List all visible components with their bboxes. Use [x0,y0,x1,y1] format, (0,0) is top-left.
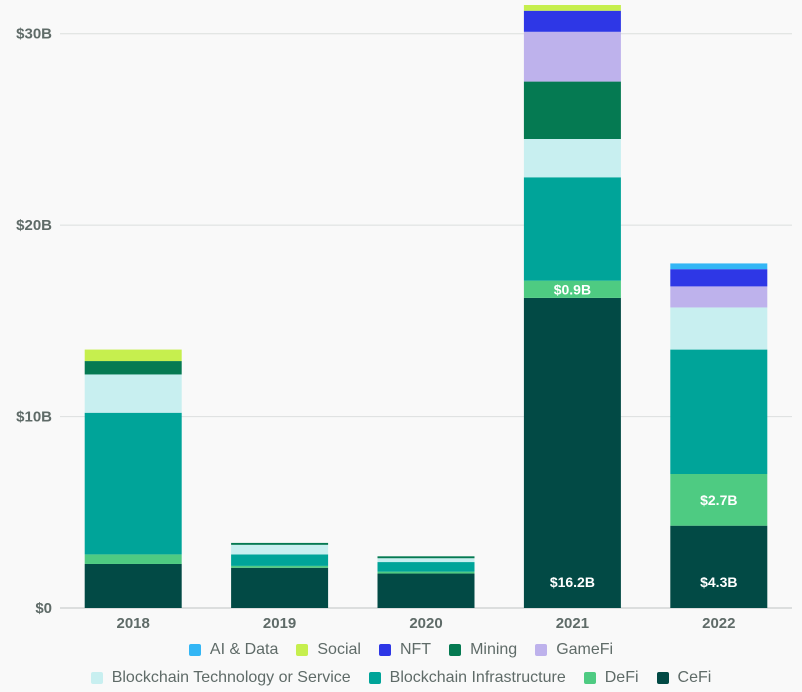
bar-cefi-2021 [523,297,621,608]
bar-social-2018 [84,349,182,362]
bars [84,5,768,608]
legend-label: GameFi [556,641,614,658]
x-tick-label: 2022 [702,615,735,632]
legend-item-ai-and-data: AI & Data [188,641,279,659]
y-tick-label: $10B [16,409,52,426]
data-label-defi-2021: $0.9B [554,281,591,297]
bar-blockchain-infrastructure-2020 [377,562,475,572]
bar-blockchain-infrastructure-2022 [670,349,768,474]
bar-blockchain-technology-or-service-2020 [377,558,475,563]
legend-swatch [378,644,391,656]
bar-nft-2021 [523,10,621,32]
bar-blockchain-technology-or-service-2019 [231,544,329,555]
y-tick-label: $20B [16,217,52,234]
legend-label: DeFi [604,669,639,686]
stacked-bar-chart: $0 $10B $20B $30B $16.2B $0.9B $4.3B $2.7B 201… [16,5,792,632]
legend-item-blockchain-infrastructure: Blockchain Infrastructure [368,669,566,687]
legend-swatch [535,644,548,656]
y-axis-ticks: $0 $10B $20B $30B [16,26,52,617]
bar-blockchain-infrastructure-2021 [523,177,621,281]
legend-item-defi: DeFi [583,669,639,687]
bar-defi-2021 [523,280,621,298]
legend-row-1: AI & Data Social NFT Mining GameFi [0,636,802,664]
x-tick-label: 2021 [556,615,589,632]
legend-label: NFT [399,641,432,658]
data-label-defi-2022: $2.7B [700,492,737,508]
legend-label: Social [317,641,361,658]
legend-swatch [188,644,201,656]
bar-defi-2022 [670,474,768,526]
bar-blockchain-technology-or-service-2018 [84,374,182,413]
bar-blockchain-infrastructure-2019 [231,554,329,566]
bar-gamefi-2021 [523,31,621,82]
data-label-cefi-2022: $4.3B [700,574,737,590]
legend-row-2: Blockchain Technology or Service Blockcha… [0,664,802,692]
bar-mining-2020 [377,556,475,559]
x-tick-label: 2020 [409,615,442,632]
legend-swatch [449,644,462,656]
legend-item-social: Social [296,641,361,659]
bar-defi-2020 [377,571,475,574]
legend-swatch [368,672,381,684]
legend-item-mining: Mining [449,641,517,659]
bar-defi-2019 [231,565,329,568]
y-tick-label: $0 [35,600,52,617]
x-tick-label: 2018 [117,615,150,632]
legend-label: Mining [470,641,518,658]
legend-swatch [583,672,596,684]
legend-item-nft: NFT [378,641,432,659]
bar-blockchain-technology-or-service-2022 [670,307,768,350]
legend-label: AI & Data [209,641,279,658]
legend-item-blockchain-technology-or-service: Blockchain Technology or Service [90,669,351,687]
bar-blockchain-technology-or-service-2021 [523,139,621,178]
bar-cefi-2022 [670,525,768,608]
bar-cefi-2018 [84,563,182,608]
x-axis-ticks: 2018 2019 2020 2021 2022 [117,615,736,632]
bar-nft-2022 [670,269,768,287]
bar-cefi-2020 [377,573,475,608]
bar-mining-2021 [523,81,621,139]
legend-label: Blockchain Infrastructure [389,669,566,686]
y-tick-label: $30B [16,26,52,43]
bar-gamefi-2022 [670,286,768,308]
bar-mining-2018 [84,361,182,375]
legend-item-cefi: CeFi [656,669,712,687]
data-label-cefi-2021: $16.2B [550,574,595,590]
legend-swatch [296,644,309,656]
bar-social-2021 [523,5,621,11]
bar-defi-2018 [84,554,182,564]
data-labels: $16.2B $0.9B $4.3B $2.7B [550,281,738,590]
legend-label: CeFi [677,669,712,686]
bar-mining-2019 [231,542,329,545]
legend-swatch [656,672,669,684]
legend: AI & Data Social NFT Mining GameFi Blockchai… [0,636,802,692]
legend-item-gamefi: GameFi [535,641,613,659]
bar-ai-and-data-2022 [670,263,768,270]
x-tick-label: 2019 [263,615,296,632]
legend-swatch [90,672,103,684]
bar-blockchain-infrastructure-2018 [84,412,182,555]
legend-label: Blockchain Technology or Service [111,669,351,686]
bar-cefi-2019 [231,567,329,608]
